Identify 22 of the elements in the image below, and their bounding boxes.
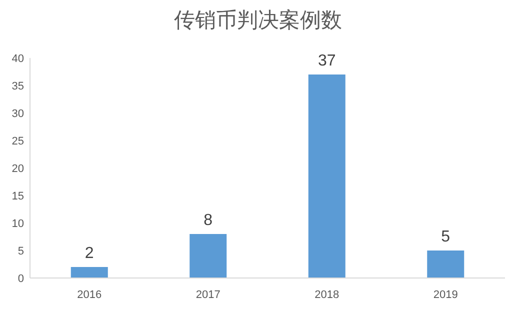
y-tick-label: 5	[18, 246, 24, 258]
y-tick-label: 0	[18, 273, 24, 285]
x-tick-label: 2017	[196, 289, 220, 301]
bar	[70, 267, 108, 278]
x-tick-label: 2019	[433, 289, 458, 301]
y-tick-label: 35	[12, 80, 24, 92]
y-tick-label: 15	[12, 190, 24, 202]
bar	[427, 250, 464, 278]
bar	[308, 74, 346, 278]
x-tick-label: 2018	[314, 289, 340, 301]
data-label: 8	[204, 212, 213, 229]
chart-title: 传销币判决案例数	[174, 8, 342, 32]
y-tick-label: 40	[12, 53, 24, 65]
data-label: 5	[441, 228, 450, 246]
x-tick-label: 2016	[77, 289, 102, 301]
data-label: 2	[84, 245, 94, 262]
y-tick-label: 30	[12, 108, 24, 120]
y-tick-label: 10	[12, 218, 24, 230]
bar	[190, 234, 227, 278]
y-tick-label: 20	[12, 163, 24, 175]
data-label: 37	[318, 52, 336, 70]
y-tick-label: 25	[12, 136, 24, 148]
